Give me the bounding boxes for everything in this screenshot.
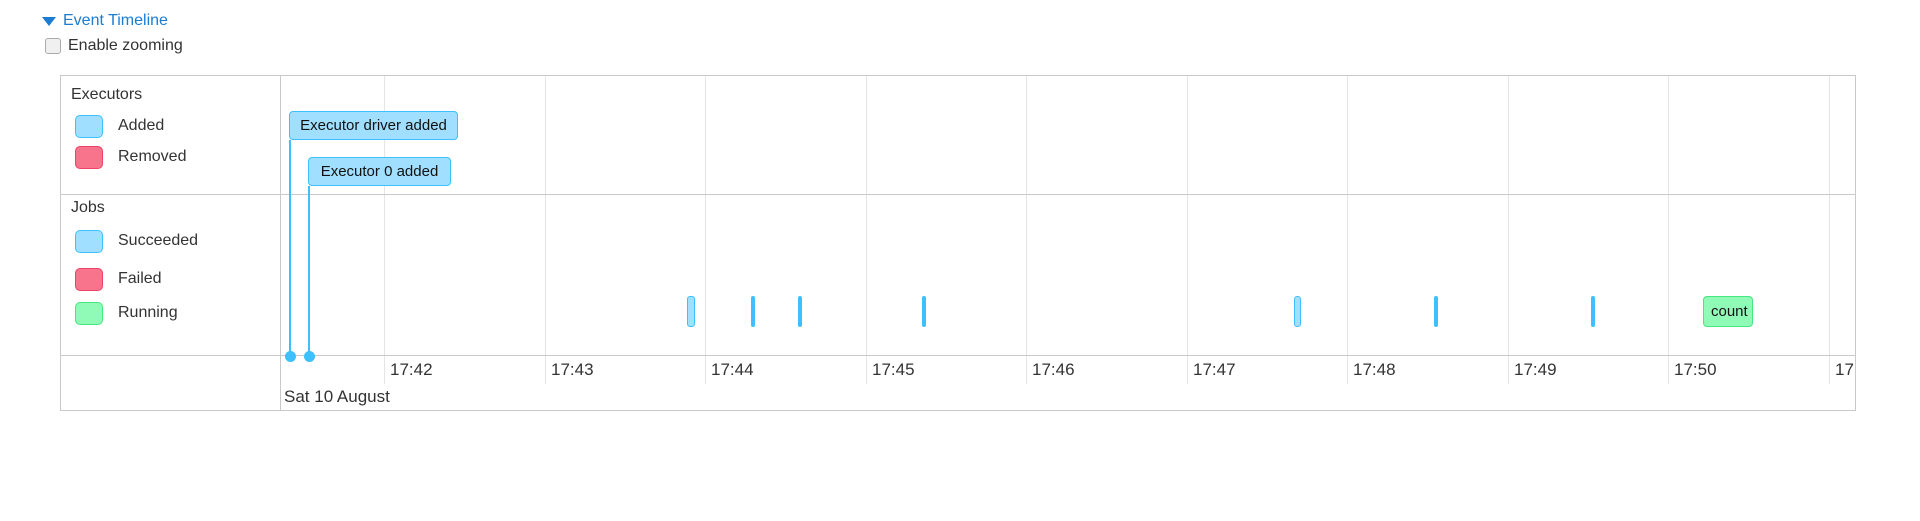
axis-date-label: Sat 10 August bbox=[284, 387, 390, 406]
job-succeeded-tick[interactable] bbox=[1591, 296, 1595, 327]
enable-zooming-label: Enable zooming bbox=[68, 37, 183, 54]
legend-swatch-failed bbox=[75, 268, 103, 291]
time-tick-label: 17:42 bbox=[390, 360, 433, 379]
axis-line bbox=[61, 355, 1855, 356]
executor-event-dot bbox=[284, 350, 296, 362]
time-tick-label: 17:46 bbox=[1032, 360, 1075, 379]
legend-group-title: Jobs bbox=[71, 199, 105, 216]
time-tick-label: 17:50 bbox=[1674, 360, 1717, 379]
time-tick-label: 17:45 bbox=[872, 360, 915, 379]
executor-event-dot bbox=[303, 350, 315, 362]
timeline-chart: Sat 10 August 17:42 17:43 17:44 17:45 17:46 1… bbox=[60, 75, 1856, 411]
time-gridline bbox=[384, 76, 385, 384]
time-gridline bbox=[1829, 76, 1830, 384]
executor-event-line bbox=[308, 186, 310, 356]
enable-zooming-checkbox[interactable] bbox=[45, 38, 61, 54]
legend-label: Running bbox=[118, 304, 178, 321]
legend-label: Removed bbox=[118, 148, 187, 165]
time-tick-label: 17:44 bbox=[711, 360, 754, 379]
legend-label: Failed bbox=[118, 270, 162, 287]
legend-swatch-added bbox=[75, 115, 103, 138]
legend-label: Added bbox=[118, 117, 165, 134]
event-timeline-toggle[interactable]: Event Timeline bbox=[42, 12, 168, 30]
time-gridline bbox=[705, 76, 706, 384]
row-divider bbox=[61, 194, 1855, 195]
time-tick-label: 17:49 bbox=[1514, 360, 1557, 379]
legend-label: Succeeded bbox=[118, 232, 199, 249]
legend-divider bbox=[280, 76, 281, 410]
job-succeeded-tick[interactable] bbox=[922, 296, 926, 327]
executor-event-line bbox=[289, 140, 291, 356]
enable-zooming-control: Enable zooming bbox=[45, 37, 183, 55]
job-running-box[interactable]: count bbox=[1703, 296, 1753, 327]
time-tick-label: 17:43 bbox=[551, 360, 594, 379]
job-succeeded-tick[interactable] bbox=[751, 296, 755, 327]
time-tick-label: 17:51 bbox=[1835, 360, 1855, 379]
time-gridline bbox=[866, 76, 867, 384]
collapse-arrow-icon bbox=[42, 16, 56, 26]
job-succeeded-tick[interactable] bbox=[687, 296, 695, 327]
job-succeeded-tick[interactable] bbox=[1434, 296, 1438, 327]
job-succeeded-tick[interactable] bbox=[1294, 296, 1301, 327]
time-gridline bbox=[1347, 76, 1348, 384]
legend-swatch-succeeded bbox=[75, 230, 103, 253]
time-gridline bbox=[1187, 76, 1188, 384]
time-tick-label: 17:48 bbox=[1353, 360, 1396, 379]
executor-event-box[interactable]: Executor driver added bbox=[289, 111, 458, 140]
legend-swatch-removed bbox=[75, 146, 103, 169]
time-tick-label: 17:47 bbox=[1193, 360, 1236, 379]
section-title: Event Timeline bbox=[63, 12, 168, 29]
job-succeeded-tick[interactable] bbox=[798, 296, 802, 327]
executor-event-box[interactable]: Executor 0 added bbox=[308, 157, 451, 186]
time-gridline bbox=[1026, 76, 1027, 384]
time-gridline bbox=[1668, 76, 1669, 384]
legend-group-title: Executors bbox=[71, 86, 143, 103]
legend-swatch-running bbox=[75, 302, 103, 325]
time-gridline bbox=[545, 76, 546, 384]
time-gridline bbox=[1508, 76, 1509, 384]
